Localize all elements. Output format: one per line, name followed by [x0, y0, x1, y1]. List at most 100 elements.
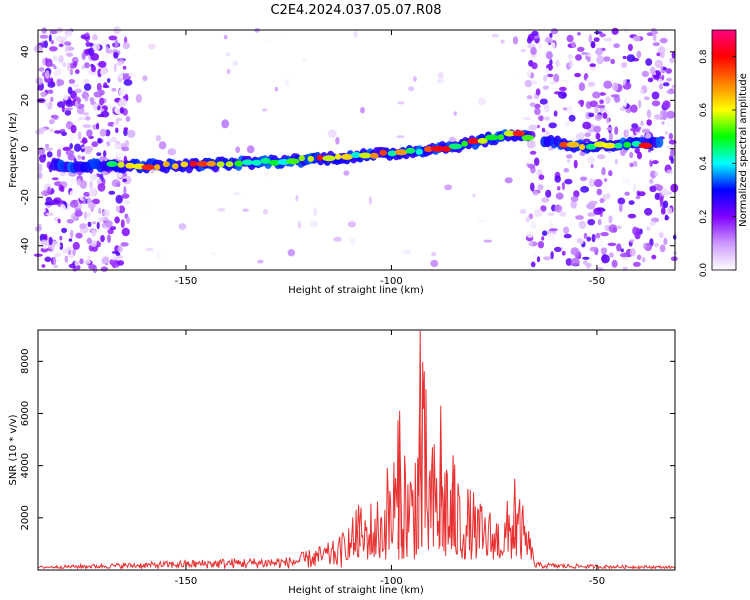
heatmap-cell: [595, 232, 601, 239]
heatmap-cell: [575, 215, 584, 220]
heatmap-cell: [353, 31, 358, 38]
heatmap-cell: [108, 190, 116, 195]
heatmap-cell: [87, 196, 92, 206]
heatmap-cell: [472, 193, 476, 198]
heatmap-cell: [340, 153, 354, 160]
heatmap-cell: [588, 200, 598, 205]
heatmap-cell: [334, 153, 342, 160]
heatmap-cell: [114, 39, 119, 48]
heatmap-cell: [595, 47, 603, 56]
heatmap-cell: [537, 42, 542, 49]
heatmap-cell: [47, 89, 54, 94]
heatmap-cell: [74, 100, 79, 109]
heatmap-cell: [516, 75, 520, 80]
heatmap-cell: [596, 188, 603, 196]
heatmap-cell: [430, 145, 445, 152]
heatmap-cell: [583, 232, 588, 239]
heatmap-cell: [641, 257, 646, 263]
heatmap-cell: [57, 218, 61, 224]
heatmap-cell: [115, 127, 119, 134]
heatmap-cell: [96, 122, 100, 130]
heatmap-cell: [519, 209, 527, 214]
heatmap-cell: [64, 107, 73, 111]
heatmap-cell: [49, 119, 55, 125]
heatmap-cell: [102, 85, 110, 89]
heatmap-cell: [441, 145, 452, 152]
heatmap-cell: [655, 136, 664, 148]
heatmap-cell: [544, 116, 550, 121]
heatmap-cell: [562, 107, 568, 111]
heatmap-cell: [547, 212, 555, 216]
heatmap-cell: [196, 160, 209, 167]
heatmap-cell: [621, 61, 627, 69]
heatmap-cell: [86, 255, 91, 261]
heatmap-cell: [119, 71, 124, 79]
heatmap-cell: [535, 88, 541, 96]
heatmap-cell: [621, 256, 630, 261]
heatmap-cell: [638, 99, 642, 109]
heatmap-cell: [111, 87, 117, 92]
heatmap-cell: [521, 134, 535, 141]
heatmap-cell: [653, 70, 662, 78]
heatmap-cell: [343, 170, 350, 176]
heatmap-cell: [647, 77, 654, 83]
heatmap-cell: [477, 137, 488, 144]
heatmap-cell: [59, 242, 64, 250]
heatmap-cell: [669, 57, 675, 64]
heatmap-cell: [559, 86, 567, 92]
heatmap-cell: [62, 61, 67, 68]
heatmap-cell: [96, 82, 102, 92]
heatmap-cell: [654, 192, 660, 200]
heatmap-cell: [611, 259, 618, 268]
heatmap-cell: [122, 42, 130, 50]
heatmap-cell: [74, 210, 83, 217]
heatmap-cell: [172, 163, 179, 170]
heatmap-cell: [584, 132, 592, 137]
heatmap-cell: [99, 156, 108, 161]
heatmap-cell: [111, 179, 121, 188]
heatmap-cell: [568, 114, 576, 122]
heatmap-cell: [554, 204, 563, 213]
heatmap-cell: [544, 36, 553, 44]
heatmap-cell: [73, 60, 78, 67]
heatmap-cell: [500, 39, 505, 44]
heatmap-cell: [50, 39, 55, 45]
heatmap-cell: [666, 169, 673, 174]
heatmap-cell: [624, 191, 630, 196]
heatmap-cell: [109, 226, 117, 231]
heatmap-cell: [649, 221, 656, 226]
heatmap-cell: [559, 141, 569, 148]
heatmap-cell: [396, 135, 405, 139]
heatmap-cell: [69, 143, 73, 149]
heatmap-cell: [659, 83, 663, 90]
heatmap-cell: [268, 159, 281, 166]
heatmap-cell: [97, 105, 101, 111]
heatmap-y-tick-label: -40: [20, 238, 31, 254]
heatmap-cell: [663, 33, 669, 39]
snr-y-axis-label: SNR (10 * v/v): [8, 414, 19, 485]
heatmap-cell: [627, 213, 637, 219]
heatmap-cell: [603, 178, 608, 182]
heatmap-cell: [551, 42, 556, 49]
heatmap-cell: [226, 68, 231, 75]
heatmap-cell: [107, 229, 112, 234]
heatmap-cell: [51, 177, 59, 181]
heatmap-cell: [70, 124, 77, 134]
heatmap-cell: [580, 176, 588, 182]
heatmap-cell: [116, 149, 124, 158]
heatmap-cell: [606, 192, 611, 199]
heatmap-cell: [307, 155, 315, 162]
heatmap-cell: [85, 116, 91, 121]
heatmap-cell: [92, 221, 97, 225]
heatmap-cell: [124, 140, 129, 148]
heatmap-cell: [526, 95, 533, 100]
heatmap-cell: [49, 77, 54, 85]
heatmap-cell: [625, 129, 630, 137]
heatmap-cell: [106, 104, 113, 109]
heatmap-cell: [65, 102, 74, 107]
heatmap-cell: [547, 73, 554, 78]
heatmap-cell: [651, 217, 660, 223]
heatmap-cell: [55, 35, 65, 43]
heatmap-cell: [665, 131, 669, 135]
heatmap-cell: [87, 221, 92, 227]
